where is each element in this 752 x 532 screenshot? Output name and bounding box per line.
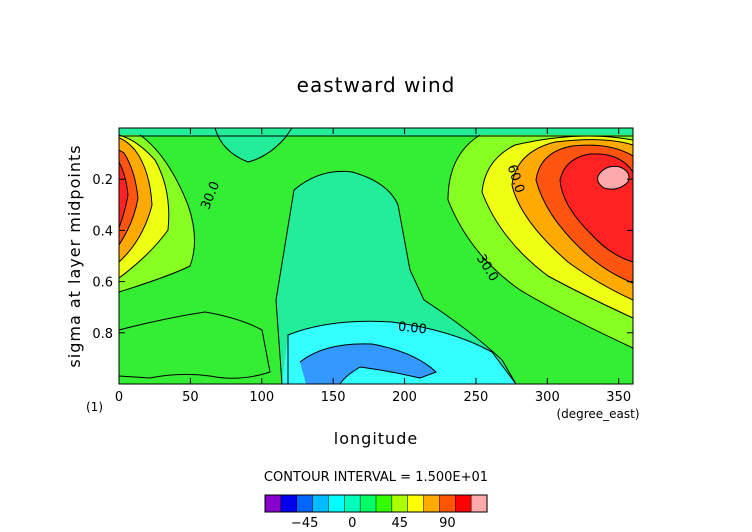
- contour-line: [214, 128, 293, 163]
- colorbar-swatch: [391, 494, 409, 513]
- contour-line: [119, 161, 129, 229]
- colorbar-swatch: [344, 494, 361, 513]
- contour-line: [481, 135, 633, 319]
- contour-line: [299, 343, 437, 384]
- contour-line: [511, 139, 633, 301]
- x-axis-unit: (degree_east): [556, 407, 639, 421]
- colorbar-swatch: [280, 494, 298, 513]
- x-tick-label: 350: [606, 390, 631, 405]
- contour-line: [275, 170, 517, 384]
- contour-line: [287, 320, 517, 384]
- contour-line: [119, 137, 153, 263]
- y-tick-label: 0.8: [92, 327, 113, 342]
- x-tick-label: 50: [182, 390, 199, 405]
- y-tick-label: 0.6: [92, 276, 113, 291]
- contour-lines: [119, 128, 633, 384]
- contour-line: [447, 134, 633, 349]
- contour-line: [535, 144, 633, 284]
- colorbar-swatch: [407, 494, 425, 513]
- x-tick-label: 300: [535, 390, 560, 405]
- x-tick-label: 100: [249, 390, 274, 405]
- colorbar-tick-label: −45: [291, 516, 318, 531]
- x-axis-label: longitude: [334, 429, 418, 448]
- plot-frame: [118, 127, 634, 385]
- axis-ticks: 0 50 100 150 200 250 300 350 0.2 0.4 0.6 0.8: [92, 128, 633, 405]
- colorbar-swatch: [264, 494, 282, 513]
- colorbar-tick-label: 0: [348, 516, 356, 531]
- contour-line: [559, 153, 633, 263]
- contour-interval-text: CONTOUR INTERVAL = 1.500E+01: [264, 470, 488, 485]
- y-axis-label: sigma at layer midpoints: [65, 144, 84, 367]
- contour-line: [119, 134, 195, 293]
- y-axis-marker: (1): [86, 400, 103, 414]
- contour-line: [597, 165, 630, 190]
- y-tick-label: 0.2: [92, 173, 113, 188]
- y-tick-label: 0.4: [92, 224, 113, 239]
- fill-top-teal: [119, 128, 633, 136]
- colorbar-swatch: [312, 494, 329, 513]
- fill-pink-max: [597, 166, 629, 190]
- contour-line: [119, 134, 170, 279]
- colorbar-swatch: [296, 494, 314, 513]
- contour-label: 0.00: [397, 320, 427, 338]
- chart-title: eastward wind: [297, 73, 456, 97]
- colorbar-ticks: −45 0 45 90: [291, 516, 456, 531]
- colorbar-swatch: [328, 494, 345, 513]
- colorbar-swatch: [423, 494, 440, 513]
- colorbar-swatch: [470, 494, 488, 513]
- colorbar: [264, 494, 488, 513]
- contour-field: [119, 128, 633, 384]
- x-tick-label: 150: [321, 390, 346, 405]
- colorbar-swatch: [359, 494, 377, 513]
- colorbar-swatch: [375, 494, 393, 513]
- colorbar-swatch: [455, 494, 472, 513]
- colorbar-swatch: [439, 494, 456, 513]
- colorbar-frame: [264, 494, 488, 513]
- x-tick-label: 0: [115, 390, 123, 405]
- contour-line: [119, 149, 139, 246]
- colorbar-tick-label: 45: [392, 516, 409, 531]
- fill-red-left: [119, 162, 128, 228]
- x-tick-label: 250: [464, 390, 489, 405]
- x-tick-label: 200: [392, 390, 417, 405]
- contour-line: [119, 311, 271, 379]
- colorbar-tick-label: 90: [439, 516, 456, 531]
